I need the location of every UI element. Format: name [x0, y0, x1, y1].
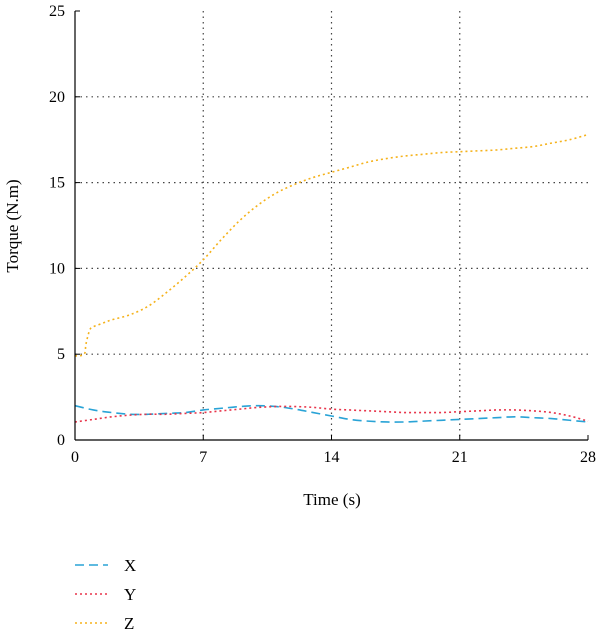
legend-label-y: Y — [124, 585, 136, 604]
y-axis-label: Torque (N.m) — [3, 179, 22, 272]
legend: XYZ — [75, 556, 136, 633]
tick-labels: 0 7 14 21 28 0 5 10 15 20 25 — [49, 3, 596, 466]
grid-lines — [75, 11, 588, 440]
x-tick-label: 14 — [324, 449, 340, 466]
y-tick-label: 10 — [49, 260, 65, 277]
x-tick-label: 28 — [580, 449, 596, 466]
y-tick-label: 0 — [57, 432, 65, 449]
x-axis-label: Time (s) — [303, 490, 360, 509]
series-line-z — [74, 133, 589, 357]
series-line-y — [74, 405, 589, 423]
legend-label-z: Z — [124, 614, 134, 633]
y-tick-label: 5 — [57, 346, 65, 363]
y-tick-label: 20 — [49, 89, 65, 106]
series-lines — [74, 133, 589, 423]
x-tick-label: 21 — [452, 449, 468, 466]
axes — [74, 10, 589, 441]
y-tick-label: 25 — [49, 3, 65, 20]
x-tick-label: 0 — [71, 449, 79, 466]
x-tick-label: 7 — [199, 449, 207, 466]
y-tick-label: 15 — [49, 175, 65, 192]
legend-label-x: X — [124, 556, 136, 575]
